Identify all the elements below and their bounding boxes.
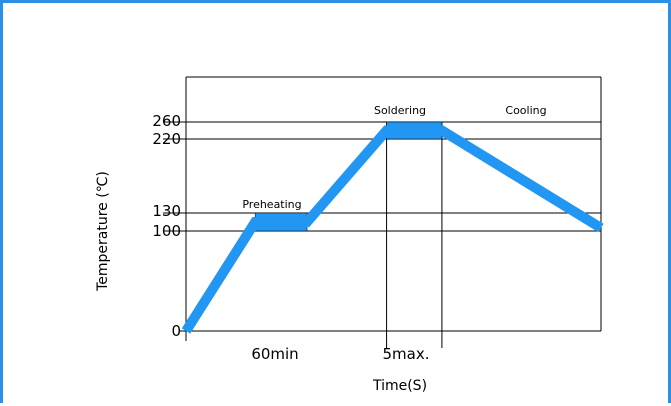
- stage-label-preheating: Preheating: [242, 198, 301, 211]
- y-tick-label-100: 100: [152, 222, 181, 240]
- y-axis-title: Temperature (℃): [95, 171, 111, 292]
- y-tick-label-260: 260: [152, 112, 181, 130]
- y-tick-label-0: 0: [171, 322, 181, 340]
- x-tick-label-1: 60min: [251, 345, 298, 363]
- profile-line: [181, 125, 604, 334]
- stage-label-cooling: Cooling: [505, 104, 546, 117]
- y-tick-label-220: 220: [152, 130, 181, 148]
- stage-label-soldering: Soldering: [374, 104, 426, 117]
- x-axis-title: Time(S): [372, 378, 427, 394]
- reference-lines: [163, 121, 601, 348]
- profile-line-layer: [181, 125, 604, 334]
- axes: [185, 76, 602, 332]
- x-tick-label-2: 5max.: [383, 345, 430, 363]
- y-tick-label-130: 130: [152, 202, 181, 220]
